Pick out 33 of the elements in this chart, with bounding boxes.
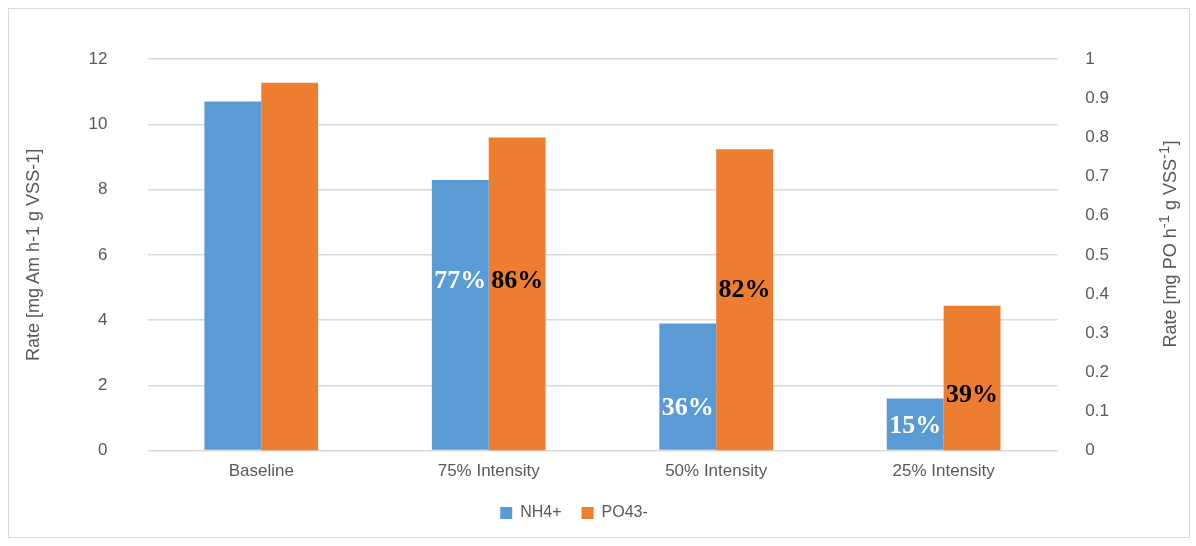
y-tick-label: 0: [98, 440, 108, 460]
y2-tick-label: 0.5: [1085, 244, 1110, 264]
y-tick-label: 8: [98, 179, 108, 199]
y2-tick-label: 0.1: [1085, 401, 1110, 421]
legend-label: PO43-: [601, 503, 648, 521]
y-tick-label: 10: [88, 114, 108, 134]
y-axis-title: Rate [mg Am h-1 g VSS-1]: [22, 148, 43, 361]
y-tick-label: 2: [98, 375, 108, 395]
bar: [716, 149, 774, 451]
annotation: 36%: [661, 391, 714, 421]
annotation: 82%: [718, 274, 771, 304]
y2-tick-label: 0.3: [1085, 322, 1110, 342]
annotation: 86%: [491, 264, 544, 294]
y2-tick-label: 0.8: [1085, 127, 1110, 147]
y-tick-label: 12: [88, 48, 108, 68]
annotation: 15%: [889, 409, 942, 439]
bar: [943, 305, 1001, 451]
x-tick-label: Baseline: [228, 461, 294, 481]
x-tick-label: 50% Intensity: [665, 461, 768, 481]
annotation: 77%: [434, 264, 487, 294]
y2-tick-label: 0: [1085, 440, 1095, 460]
x-tick-label: 25% Intensity: [892, 461, 996, 481]
y2-tick-label: 1: [1085, 48, 1095, 68]
y2-tick-label: 0.7: [1085, 166, 1110, 186]
y-tick-label: 4: [98, 309, 108, 329]
legend-label: NH4+: [520, 503, 562, 521]
y2-tick-label: 0.6: [1085, 205, 1110, 225]
x-tick-label: 75% Intensity: [437, 461, 541, 481]
y2-tick-label: 0.9: [1085, 88, 1110, 108]
y2-tick-label: 0.2: [1085, 362, 1110, 382]
y2-tick-label: 0.4: [1085, 283, 1110, 303]
y-tick-label: 6: [98, 244, 108, 264]
annotation: 39%: [946, 378, 999, 408]
